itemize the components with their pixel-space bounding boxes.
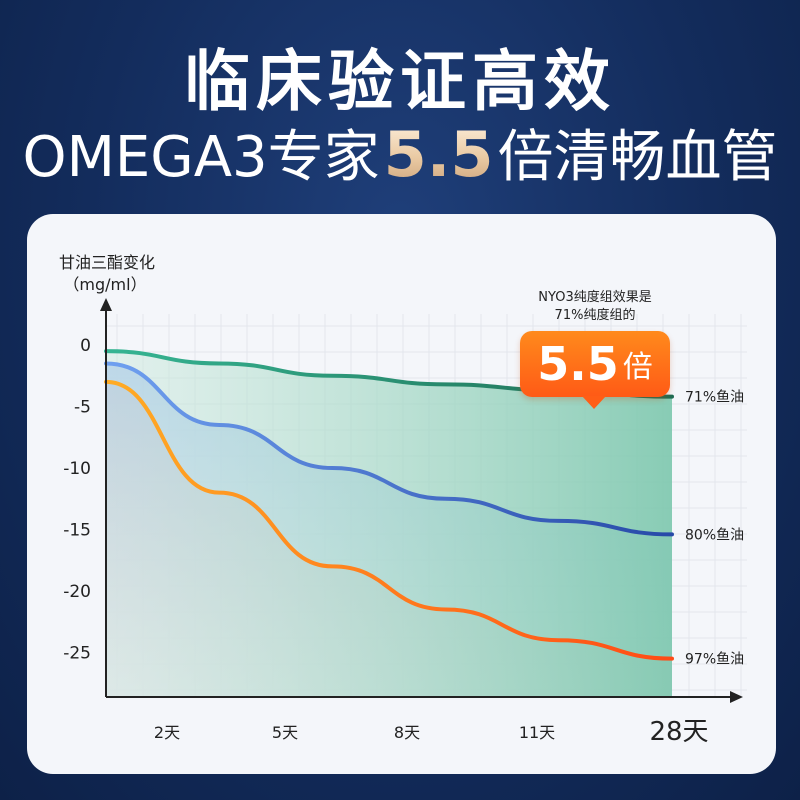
x-tick-label: 8天 <box>394 723 420 742</box>
callout-note-line2: 71%纯度组的 <box>554 308 636 323</box>
series-80-fish-oil-line <box>104 361 674 537</box>
chart-card: 甘油三酯变化 （mg/ml） 0 -5 -10 -15 -20 -25 2天 5天 8天 11天… <box>27 214 776 774</box>
x-tick-label: 5天 <box>272 723 298 742</box>
callout-note-line1: NYO3纯度组效果是 <box>538 290 652 305</box>
series-97-fish-oil-label: 97%鱼油 <box>685 651 744 668</box>
series-labels: 71%鱼油 80%鱼油 97%鱼油 <box>685 389 744 668</box>
x-tick-label: 2天 <box>154 723 180 742</box>
y-tick-label: -10 <box>63 459 91 479</box>
y-tick-label: 0 <box>80 336 91 356</box>
y-axis-label: 甘油三酯变化 <box>59 253 155 272</box>
x-axis-arrow-icon <box>730 691 743 703</box>
callout-unit: 倍 <box>622 350 653 385</box>
axes: 甘油三酯变化 （mg/ml） <box>59 253 743 703</box>
x-tick-label: 28天 <box>649 717 708 747</box>
y-axis-arrow-icon <box>100 298 112 311</box>
callout-badge: 5.5 倍 <box>520 331 670 409</box>
comparison-callout: NYO3纯度组效果是 71%纯度组的 5.5 倍 <box>515 289 675 409</box>
subtitle-highlight-number: 5.5 <box>383 118 494 191</box>
x-ticks: 2天 5天 8天 11天 28天 <box>154 717 709 747</box>
subtitle-suffix: 倍清畅血管 <box>497 125 778 190</box>
y-tick-label: -15 <box>63 521 91 541</box>
series-80-fish-oil-label: 80%鱼油 <box>685 526 744 543</box>
series-71-fish-oil-label: 71%鱼油 <box>685 389 744 406</box>
y-tick-label: -20 <box>63 582 91 602</box>
series-97-fish-oil-line <box>104 379 674 661</box>
callout-value: 5.5 <box>537 337 619 391</box>
page-title: 临床验证高效 <box>184 43 616 120</box>
triglyceride-chart: 甘油三酯变化 （mg/ml） 0 -5 -10 -15 -20 -25 2天 5天 8天 11天… <box>59 253 747 747</box>
y-tick-label: -5 <box>74 398 91 418</box>
series-71-fish-oil-area <box>106 351 672 697</box>
y-ticks: 0 -5 -10 -15 -20 -25 <box>63 336 91 664</box>
page-subtitle: OMEGA3专家5.5倍清畅血管 <box>0 112 800 193</box>
series-areas <box>106 351 672 697</box>
subtitle-prefix: OMEGA3专家 <box>22 125 380 190</box>
y-axis-unit: （mg/ml） <box>63 275 146 294</box>
x-tick-label: 11天 <box>519 723 555 742</box>
y-tick-label: -25 <box>63 644 91 664</box>
